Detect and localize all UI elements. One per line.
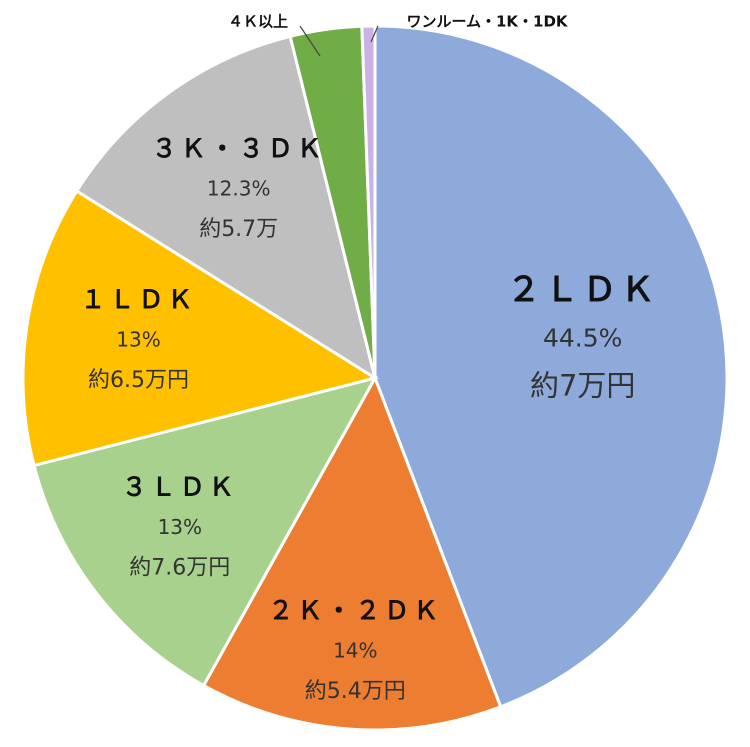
slice-1-name-label: ２ＬＤＫ xyxy=(507,270,659,310)
slice-7-wedge xyxy=(360,24,377,379)
slice-4-percent-label: 13% xyxy=(116,328,160,352)
slice-4-name-label: １ＬＤＫ xyxy=(80,285,196,314)
slice-3-price-label: 約7.6万円 xyxy=(129,555,230,580)
slice-3-percent-label: 13% xyxy=(158,515,202,539)
slice-2-name-label: ２Ｋ・２ＤＫ xyxy=(268,596,442,625)
slice-4-wedge xyxy=(21,188,379,468)
slice-2-percent-label: 14% xyxy=(333,638,377,662)
slice-5-name-label: ３Ｋ・３ＤＫ xyxy=(152,134,326,163)
slices-layer xyxy=(21,24,729,732)
slice-7-leader-line xyxy=(370,25,379,43)
slice-3-name-label: ３ＬＤＫ xyxy=(122,472,238,501)
slice-5-price-label: 約5.7万 xyxy=(199,217,278,242)
slice-7-name-label: ワンルーム・1K・1DK xyxy=(406,13,568,31)
slice-6-leader-line xyxy=(299,25,321,57)
slice-1-wedge xyxy=(373,24,729,709)
slice-3-wedge xyxy=(32,375,379,688)
slice-6-name-label: ４Ｋ以上 xyxy=(228,13,288,31)
slice-2-wedge xyxy=(201,374,503,732)
slice-4-price-label: 約6.5万円 xyxy=(88,368,189,393)
slice-2-price-label: 約5.4万円 xyxy=(305,679,406,704)
slice-1-percent-label: 44.5% xyxy=(543,324,622,353)
slice-1-price-label: 約7万円 xyxy=(530,369,635,403)
leader-lines-layer xyxy=(299,25,379,57)
slice-5-percent-label: 12.3% xyxy=(207,176,271,200)
labels-layer: ２ＬＤＫ 44.5% 約7万円 ２Ｋ・２ＤＫ 14% 約5.4万円 ３ＬＤＫ 13% 約7.6万… xyxy=(80,13,659,704)
slice-5-wedge xyxy=(74,34,378,382)
